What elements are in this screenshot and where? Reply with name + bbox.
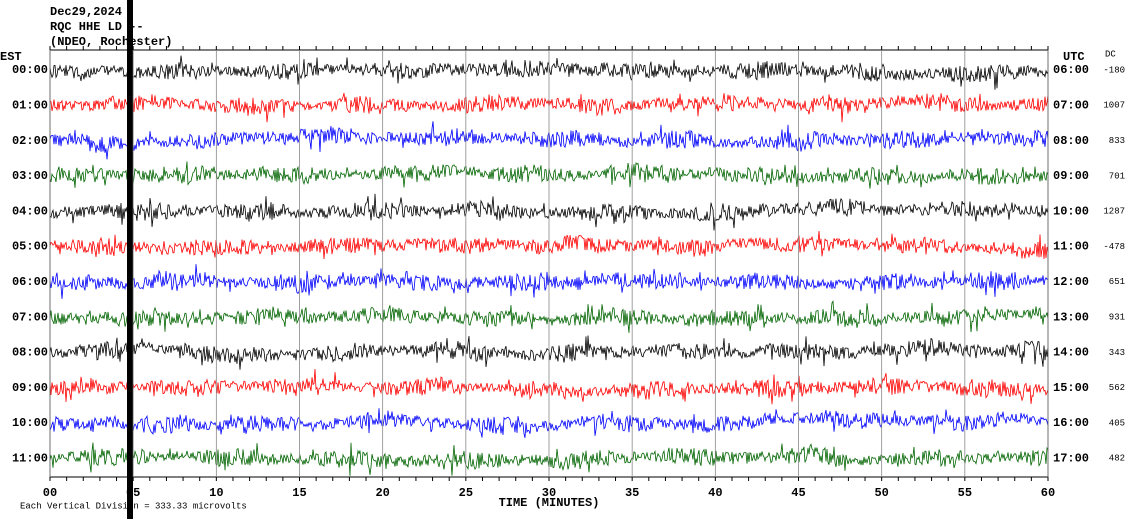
est-label: 06:00 — [12, 275, 48, 289]
est-label: 11:00 — [12, 451, 48, 465]
est-label: 02:00 — [12, 134, 48, 148]
utc-label: 17:00 — [1053, 451, 1089, 465]
x-tick-label: 50 — [874, 486, 888, 500]
est-label: 05:00 — [12, 240, 48, 254]
dc-label: DC — [1105, 49, 1116, 59]
utc-label: 16:00 — [1053, 416, 1089, 430]
dc-value: 833 — [1109, 136, 1125, 146]
x-axis-label: TIME (MINUTES) — [499, 496, 600, 510]
utc-label: 06:00 — [1053, 63, 1089, 77]
utc-label: 10:00 — [1053, 204, 1089, 218]
est-label: 10:00 — [12, 416, 48, 430]
utc-label: 08:00 — [1053, 134, 1089, 148]
utc-label: 07:00 — [1053, 98, 1089, 112]
network: (NDEO, Rochester) — [50, 35, 172, 49]
footnote: Each Vertical Division = 333.33 microvol… — [20, 501, 247, 511]
utc-label: 11:00 — [1053, 240, 1089, 254]
date: Dec29,2024 — [50, 5, 122, 19]
x-tick-label: 30 — [542, 486, 556, 500]
dc-value: 562 — [1109, 383, 1125, 393]
dc-value: 405 — [1109, 418, 1125, 428]
dc-value: 343 — [1109, 348, 1125, 358]
x-tick-label: 25 — [459, 486, 473, 500]
x-tick-label: 15 — [292, 486, 306, 500]
utc-label: UTC — [1063, 50, 1085, 64]
x-tick-label: 60 — [1041, 486, 1055, 500]
est-label: EST — [0, 50, 22, 64]
dc-value: 931 — [1109, 312, 1125, 322]
dc-value: 701 — [1109, 171, 1125, 181]
dc-value: 482 — [1109, 454, 1125, 464]
utc-label: 15:00 — [1053, 381, 1089, 395]
dc-value: 651 — [1109, 277, 1125, 287]
dc-value: 1007 — [1103, 101, 1125, 111]
dc-value: -478 — [1103, 242, 1125, 252]
x-tick-label: 00 — [43, 486, 57, 500]
x-tick-label: 35 — [625, 486, 639, 500]
est-label: 04:00 — [12, 204, 48, 218]
est-label: 07:00 — [12, 310, 48, 324]
x-tick-label: 55 — [958, 486, 972, 500]
est-label: 01:00 — [12, 98, 48, 112]
est-label: 08:00 — [12, 346, 48, 360]
station: RQC HHE LD -- — [50, 20, 144, 34]
x-tick-label: 20 — [375, 486, 389, 500]
event-spike — [127, 0, 133, 519]
utc-label: 12:00 — [1053, 275, 1089, 289]
utc-label: 13:00 — [1053, 310, 1089, 324]
x-tick-label: 05 — [126, 486, 140, 500]
est-label: 03:00 — [12, 169, 48, 183]
utc-label: 14:00 — [1053, 346, 1089, 360]
x-tick-label: 45 — [791, 486, 805, 500]
x-tick-label: 40 — [708, 486, 722, 500]
dc-value: 1287 — [1103, 207, 1125, 217]
dc-value: -180 — [1103, 65, 1125, 75]
x-tick-label: 10 — [209, 486, 223, 500]
est-label: 00:00 — [12, 63, 48, 77]
est-label: 09:00 — [12, 381, 48, 395]
utc-label: 09:00 — [1053, 169, 1089, 183]
